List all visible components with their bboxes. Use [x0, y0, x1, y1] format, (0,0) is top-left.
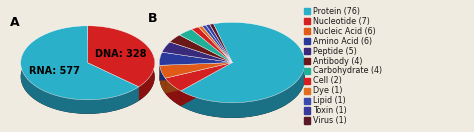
Polygon shape — [165, 63, 232, 93]
Text: DNA: 328: DNA: 328 — [95, 49, 147, 59]
Polygon shape — [165, 78, 181, 106]
Polygon shape — [181, 22, 305, 103]
Text: A: A — [10, 16, 19, 29]
Polygon shape — [206, 24, 232, 63]
Polygon shape — [181, 63, 232, 106]
Polygon shape — [88, 26, 155, 87]
Polygon shape — [160, 63, 232, 78]
Polygon shape — [202, 25, 232, 63]
Polygon shape — [160, 63, 232, 81]
Polygon shape — [88, 63, 139, 101]
Polygon shape — [170, 35, 232, 63]
Ellipse shape — [21, 40, 155, 114]
Polygon shape — [181, 63, 232, 106]
Polygon shape — [160, 55, 161, 81]
Polygon shape — [21, 56, 139, 114]
Polygon shape — [160, 63, 232, 81]
Legend: Protein (76), Nucleotide (7), Nucleic Acid (6), Amino Acid (6), Peptide (5), Ant: Protein (76), Nucleotide (7), Nucleic Ac… — [304, 7, 382, 125]
Text: B: B — [148, 12, 157, 25]
Polygon shape — [160, 65, 165, 93]
Polygon shape — [139, 57, 155, 101]
Polygon shape — [160, 52, 232, 65]
Polygon shape — [165, 63, 232, 93]
Polygon shape — [210, 24, 232, 63]
Polygon shape — [21, 26, 139, 100]
Polygon shape — [88, 63, 139, 101]
Polygon shape — [181, 59, 305, 118]
Ellipse shape — [160, 38, 305, 118]
Polygon shape — [180, 29, 232, 63]
Polygon shape — [165, 63, 232, 91]
Polygon shape — [199, 26, 232, 63]
Text: RNA: 577: RNA: 577 — [29, 66, 80, 76]
Polygon shape — [162, 42, 232, 63]
Polygon shape — [191, 27, 232, 63]
